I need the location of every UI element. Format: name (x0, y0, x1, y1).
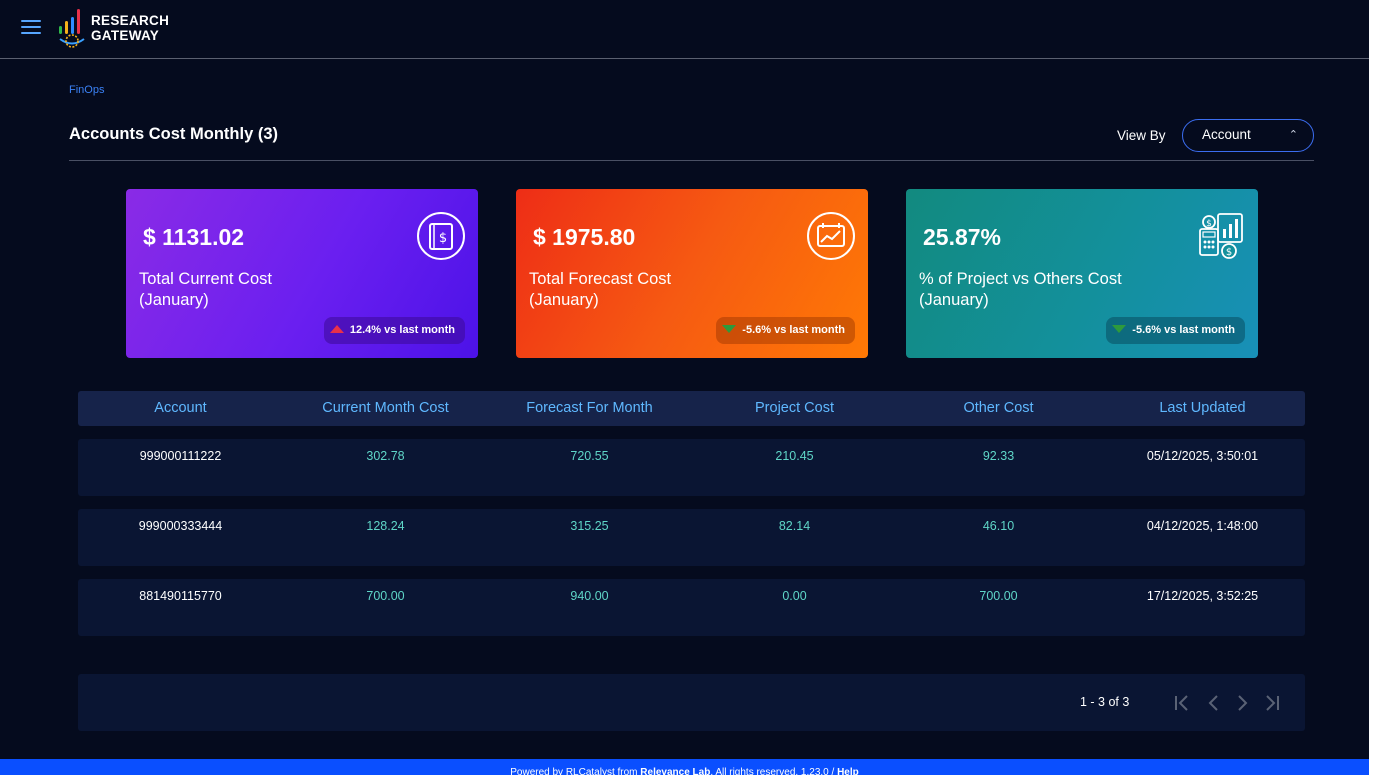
table-row[interactable]: 999000333444 128.24 315.25 82.14 46.10 0… (78, 509, 1305, 566)
cell-forecast-for-month: 940.00 (570, 589, 609, 603)
cell-other-cost: 46.10 (982, 519, 1015, 533)
footer-prefix: Powered by RLCatalyst from (510, 767, 641, 775)
logo-line-1: RESEARCH (91, 13, 170, 28)
svg-text:$: $ (1206, 219, 1212, 229)
card-amount: 25.87% (923, 224, 1002, 250)
card-amount: $ 1131.02 (143, 224, 245, 250)
cell-forecast-for-month: 315.25 (570, 519, 609, 533)
app-logo-text: RESEARCH GATEWAY (91, 13, 181, 43)
receipt-dollar-icon: $ (417, 212, 465, 260)
column-header-other-cost[interactable]: Other Cost (963, 400, 1034, 416)
trend-down-icon (1112, 325, 1127, 334)
cell-account: 999000111222 (139, 449, 222, 463)
previous-page-icon[interactable] (1204, 693, 1224, 713)
cell-other-cost: 92.33 (982, 449, 1015, 463)
title-divider (69, 160, 1314, 161)
card-label: % of Project vs Others Cost (January) (919, 269, 1122, 311)
footer-middle: . All rights reserved. 1.23.0 / (710, 767, 838, 775)
last-page-icon[interactable] (1262, 693, 1282, 713)
cell-last-updated: 17/12/2025, 3:52:25 (1146, 589, 1259, 603)
cell-project-cost: 0.00 (782, 589, 807, 603)
cell-account: 881490115770 (139, 589, 222, 603)
footer-help-link[interactable]: Help (837, 767, 859, 775)
trend-text: 12.4% vs last month (349, 324, 455, 336)
cell-project-cost: 82.14 (778, 519, 811, 533)
trend-text: -5.6% vs last month (1132, 324, 1235, 336)
column-header-account[interactable]: Account (154, 400, 207, 416)
cell-account: 999000333444 (138, 519, 223, 533)
card-label-line-2: (January) (139, 291, 209, 309)
forecast-chart-icon (807, 212, 855, 260)
footer-bar: Powered by RLCatalyst from Relevance Lab… (0, 759, 1369, 775)
cell-current-month-cost: 128.24 (366, 519, 405, 533)
page-title: Accounts Cost Monthly (3) (69, 125, 278, 143)
cell-last-updated: 05/12/2025, 3:50:01 (1146, 449, 1259, 463)
trend-down-icon (722, 325, 737, 334)
cell-other-cost: 700.00 (979, 589, 1018, 603)
column-header-last-updated[interactable]: Last Updated (1159, 400, 1246, 416)
column-header-current-month-cost[interactable]: Current Month Cost (322, 400, 449, 416)
cell-project-cost: 210.45 (775, 449, 814, 463)
view-by-select[interactable]: Account ⌃ (1182, 119, 1314, 152)
svg-text:$: $ (1226, 247, 1232, 258)
breadcrumb-finops[interactable]: FinOps (69, 84, 105, 96)
card-label-line-2: (January) (529, 291, 599, 309)
scrollbar-gutter (1369, 0, 1377, 775)
table-header: Account Current Month Cost Forecast For … (78, 391, 1305, 426)
card-label-line-1: Total Current Cost (139, 270, 272, 288)
card-amount: $ 1975.80 (533, 224, 636, 250)
project-vs-others-cost-card: 25.87% % of Project vs Others Cost (Janu… (906, 189, 1258, 358)
view-by-label: View By (1117, 128, 1166, 143)
footer-company-link[interactable]: Relevance Lab (640, 767, 711, 775)
card-label: Total Current Cost (January) (139, 269, 272, 311)
svg-text:$: $ (439, 231, 447, 246)
column-header-forecast-for-month[interactable]: Forecast For Month (526, 400, 653, 416)
trend-text: -5.6% vs last month (742, 324, 845, 336)
table-row[interactable]: 999000111222 302.78 720.55 210.45 92.33 … (78, 439, 1305, 496)
next-page-icon[interactable] (1232, 693, 1252, 713)
first-page-icon[interactable] (1172, 693, 1192, 713)
cell-current-month-cost: 700.00 (366, 589, 405, 603)
cell-forecast-for-month: 720.55 (570, 449, 609, 463)
pagination-range: 1 - 3 of 3 (1080, 695, 1130, 709)
card-label-line-1: % of Project vs Others Cost (919, 270, 1122, 288)
view-by-value: Account (1202, 127, 1251, 142)
cell-last-updated: 04/12/2025, 1:48:00 (1146, 519, 1259, 533)
menu-icon[interactable] (21, 20, 41, 36)
trend-badge: -5.6% vs last month (716, 317, 855, 344)
finance-report-icon: $ $ (1199, 213, 1243, 259)
total-forecast-cost-card: $ 1975.80 Total Forecast Cost (January) … (516, 189, 868, 358)
trend-badge: -5.6% vs last month (1106, 317, 1245, 344)
cell-current-month-cost: 302.78 (366, 449, 405, 463)
logo-line-2: GATEWAY (91, 28, 160, 43)
card-label-line-1: Total Forecast Cost (529, 270, 672, 288)
card-label: Total Forecast Cost (January) (529, 269, 671, 311)
trend-badge: 12.4% vs last month (323, 317, 465, 344)
column-header-project-cost[interactable]: Project Cost (755, 400, 834, 416)
trend-up-icon (329, 325, 344, 334)
chevron-up-icon: ⌃ (1288, 129, 1298, 141)
pagination-bar: 1 - 3 of 3 (78, 674, 1305, 731)
logo-icon (59, 9, 85, 48)
top-bar: RESEARCH GATEWAY (0, 0, 1369, 59)
total-current-cost-card: $ 1131.02 Total Current Cost (January) $… (126, 189, 478, 358)
card-label-line-2: (January) (919, 291, 989, 309)
table-row[interactable]: 881490115770 700.00 940.00 0.00 700.00 1… (78, 579, 1305, 636)
